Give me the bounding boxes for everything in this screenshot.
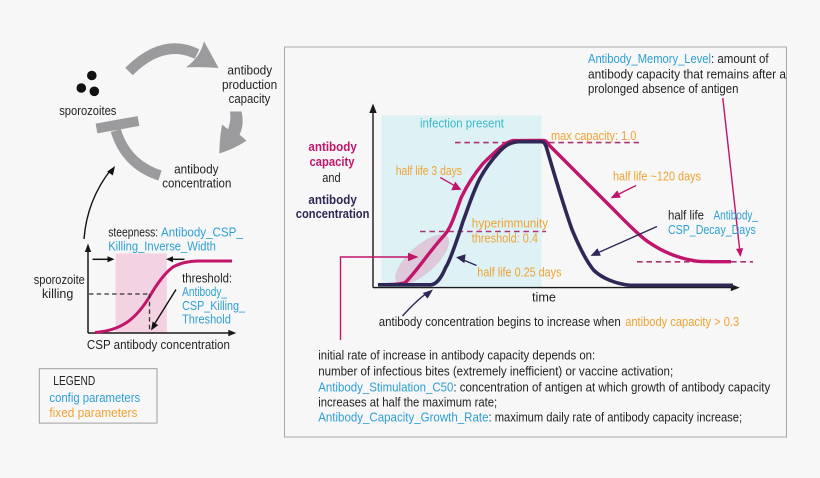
svg-text:Killing_Inverse_Width: Killing_Inverse_Width — [108, 239, 216, 254]
svg-text:sporozoite: sporozoite — [34, 272, 85, 287]
svg-text:Antibody_CSP_: Antibody_CSP_ — [161, 225, 244, 240]
svg-text:config parameters: config parameters — [49, 390, 140, 405]
svg-text:antibody: antibody — [308, 192, 357, 207]
svg-text:antibody capacity > 0.3: antibody capacity > 0.3 — [625, 314, 739, 329]
svg-text:prolonged absence of antigen: prolonged absence of antigen — [588, 81, 739, 96]
svg-text:fixed parameters: fixed parameters — [49, 405, 137, 420]
svg-text:: maximum daily rate of antibo: : maximum daily rate of antibody capacit… — [489, 410, 743, 425]
svg-text:concentration: concentration — [162, 175, 231, 190]
svg-text:LEGEND: LEGEND — [53, 373, 95, 388]
svg-text:antibody: antibody — [174, 162, 219, 177]
svg-text:Antibody_: Antibody_ — [714, 208, 759, 223]
svg-text:Antibody_Stimulation_C50: Antibody_Stimulation_C50 — [318, 379, 453, 394]
svg-text:CSP_Killing_: CSP_Killing_ — [182, 298, 246, 313]
svg-text:half life ~120 days: half life ~120 days — [613, 169, 701, 184]
svg-text:threshold: 0.4: threshold: 0.4 — [472, 231, 538, 246]
svg-text:antibody: antibody — [308, 139, 357, 154]
svg-text:killing: killing — [42, 286, 73, 301]
svg-text:max capacity: 1.0: max capacity: 1.0 — [551, 128, 636, 143]
svg-text:half life 3 days: half life 3 days — [396, 163, 462, 178]
svg-text:production: production — [222, 77, 277, 92]
svg-text:: amount of: : amount of — [711, 51, 769, 66]
svg-text:sporozoites: sporozoites — [59, 103, 116, 118]
svg-text:concentration: concentration — [296, 206, 370, 221]
svg-text:increases at half the maximum: increases at half the maximum rate; — [318, 395, 497, 410]
svg-text:CSP_Decay_Days: CSP_Decay_Days — [668, 222, 756, 237]
svg-text:capacity: capacity — [310, 154, 356, 169]
svg-text:CSP antibody concentration: CSP antibody concentration — [87, 337, 230, 352]
svg-text:hyperimmunity: hyperimmunity — [472, 215, 549, 230]
svg-text:steepness:: steepness: — [108, 225, 158, 240]
svg-text:capacity: capacity — [229, 91, 271, 106]
svg-text:Threshold: Threshold — [182, 312, 231, 327]
svg-text:time: time — [532, 289, 556, 304]
svg-text:and: and — [322, 170, 340, 185]
svg-text:threshold:: threshold: — [182, 270, 232, 285]
svg-text:antibody concentration begins: antibody concentration begins to increas… — [379, 314, 621, 329]
svg-text:half life: half life — [668, 208, 704, 223]
svg-text:antibody: antibody — [227, 63, 272, 78]
svg-text:: concentration of antigen at: : concentration of antigen at which grow… — [453, 379, 770, 394]
svg-text:antibody capacity that remains: antibody capacity that remains after a — [588, 67, 787, 82]
svg-text:half life 0.25 days: half life 0.25 days — [477, 265, 561, 280]
svg-text:Antibody_: Antibody_ — [182, 284, 228, 299]
svg-text:infection present: infection present — [420, 116, 504, 131]
svg-text:initial rate of increase in an: initial rate of increase in antibody cap… — [318, 347, 595, 362]
svg-text:number of infectious bites (ex: number of infectious bites (extremely in… — [318, 363, 673, 378]
svg-text:Antibody_Capacity_Growth_Rate: Antibody_Capacity_Growth_Rate — [318, 410, 488, 425]
svg-text:Antibody_Memory_Level: Antibody_Memory_Level — [588, 51, 711, 66]
